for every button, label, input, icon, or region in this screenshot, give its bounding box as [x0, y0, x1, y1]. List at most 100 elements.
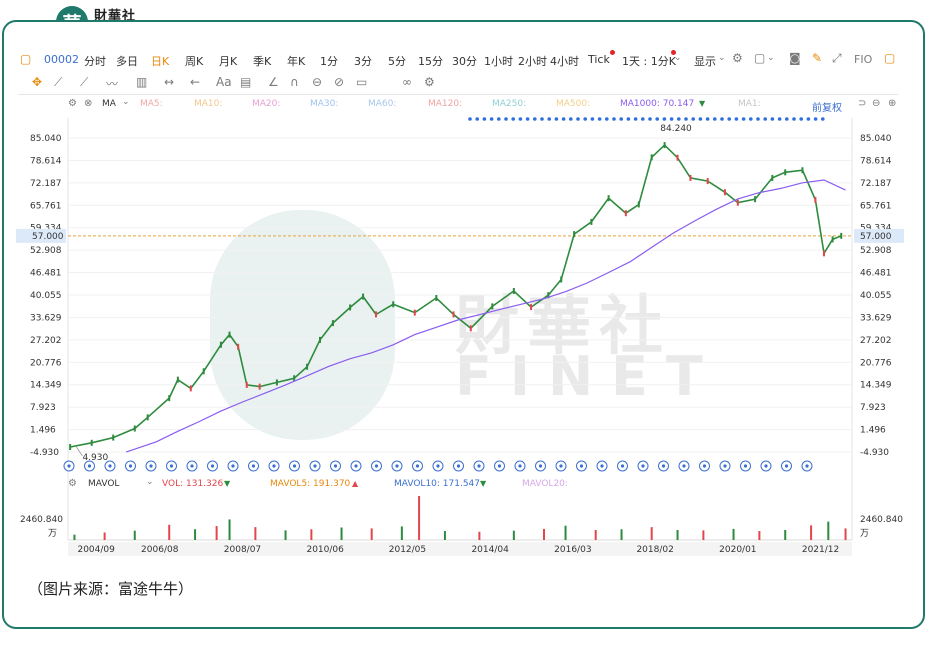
- mavol-label[interactable]: MAVOL: [88, 479, 120, 489]
- y-tick-label-right: 20.776: [860, 358, 892, 368]
- event-marker-dot: [395, 464, 399, 468]
- ma-label[interactable]: MA: [102, 99, 116, 109]
- period-button-1hour[interactable]: 1小时: [484, 55, 513, 68]
- panel-toggle-icon[interactable]: ▢: [884, 51, 896, 65]
- period-button-daily-k[interactable]: 日K: [151, 55, 170, 68]
- ma-settings-icon[interactable]: ⚙: [68, 98, 77, 109]
- price-layer: 57.000 57.000 84.240 4.930: [16, 124, 904, 463]
- custom-period-selector[interactable]: 1天 : 1分K: [622, 55, 676, 68]
- collapse-icon[interactable]: ⊃: [858, 98, 867, 109]
- price-point: [90, 439, 93, 446]
- event-marker-dot: [538, 464, 543, 468]
- magnet-icon[interactable]: ∩: [290, 75, 299, 89]
- text-tool-icon[interactable]: Aa: [216, 75, 232, 89]
- y-tick-label-left: 40.055: [30, 291, 62, 301]
- display-menu[interactable]: 显示: [694, 55, 716, 68]
- adjust-mode-button[interactable]: 前复权: [812, 103, 842, 114]
- event-dot: [662, 117, 667, 121]
- period-button-tick[interactable]: Tick: [588, 53, 610, 66]
- vol-settings-icon[interactable]: ⚙: [68, 478, 77, 489]
- layout-select-icon[interactable]: ▢: [754, 51, 766, 65]
- event-dot: [605, 117, 609, 121]
- volume-bar: [594, 529, 597, 540]
- chevron-down-icon[interactable]: ⌄: [767, 53, 775, 63]
- lock-icon[interactable]: ⊖: [312, 75, 323, 89]
- price-point: [319, 336, 321, 343]
- y-axis-right: 85.040 78.614 72.187 65.761 59.334 52.908 46.4…: [860, 134, 892, 458]
- measure-icon[interactable]: ↔: [164, 75, 175, 89]
- zoom-out-icon[interactable]: ⊖: [872, 98, 881, 109]
- chevron-down-icon[interactable]: ⌄: [718, 53, 726, 63]
- crosshair-icon[interactable]: ✥: [32, 75, 43, 89]
- period-button-4hour[interactable]: 4小时: [550, 55, 579, 68]
- event-dots-row: [468, 117, 825, 121]
- event-dot: [489, 117, 494, 121]
- period-button-monthly-k[interactable]: 月K: [219, 55, 238, 68]
- ma-close-icon[interactable]: ⊗: [84, 98, 93, 109]
- event-dot: [511, 117, 515, 121]
- price-point: [133, 425, 136, 432]
- event-marker-dot: [784, 464, 789, 468]
- comment-icon[interactable]: ▤: [240, 75, 252, 89]
- event-marker-dot: [579, 464, 584, 468]
- hide-icon[interactable]: ⊘: [334, 75, 345, 89]
- period-button-intraday[interactable]: 分时: [84, 55, 106, 68]
- event-dot: [792, 117, 796, 121]
- price-point: [349, 304, 352, 311]
- chevron-down-icon[interactable]: ⌄: [674, 53, 682, 63]
- settings-gear-icon[interactable]: ⚙: [732, 51, 743, 65]
- price-point: [736, 199, 739, 206]
- period-button-1min[interactable]: 1分: [320, 55, 338, 68]
- volume-bar: [370, 528, 373, 540]
- ray-line-icon[interactable]: ⟋: [80, 75, 89, 89]
- event-marker-dot: [108, 464, 112, 468]
- event-marker-dot: [805, 464, 809, 468]
- sidebar-toggle-icon[interactable]: ▢: [20, 52, 32, 66]
- event-dot: [734, 117, 739, 121]
- period-button-30min[interactable]: 30分: [452, 55, 477, 68]
- drawing-settings-icon[interactable]: ⚙: [424, 75, 435, 89]
- pencil-icon[interactable]: ✎: [812, 51, 823, 65]
- fibonacci-icon[interactable]: ▥: [136, 75, 148, 89]
- price-point: [771, 174, 774, 181]
- zoom-in-icon[interactable]: ⊕: [888, 98, 897, 109]
- event-dot: [749, 117, 753, 121]
- chevron-down-icon[interactable]: ⌄: [146, 477, 154, 487]
- period-button-5min[interactable]: 5分: [388, 55, 406, 68]
- period-button-quarterly-k[interactable]: 季K: [253, 55, 272, 68]
- camera-icon[interactable]: ◙: [789, 51, 801, 65]
- volume-max-label-right: 2460.840: [860, 515, 903, 525]
- period-button-weekly-k[interactable]: 周K: [185, 55, 204, 68]
- period-button-2hour[interactable]: 2小时: [518, 55, 547, 68]
- fullscreen-icon[interactable]: ⤢: [832, 51, 842, 65]
- link-icon[interactable]: ∞: [402, 75, 412, 89]
- volume-bar: [168, 524, 171, 540]
- price-point: [228, 331, 231, 338]
- mavol10-value: MAVOL10: 171.547: [394, 479, 481, 489]
- period-button-multiday[interactable]: 多日: [116, 55, 138, 68]
- period-button-15min[interactable]: 15分: [418, 55, 443, 68]
- fio-button[interactable]: FIO: [854, 53, 873, 66]
- price-point: [275, 379, 278, 386]
- event-marker-dot: [292, 464, 297, 468]
- y-tick-label-right: 72.187: [860, 179, 892, 189]
- arrow-left-icon[interactable]: ←: [190, 75, 201, 89]
- wave-icon[interactable]: 〰: [106, 77, 119, 91]
- event-dot: [590, 117, 595, 121]
- period-button-yearly-k[interactable]: 年K: [287, 55, 306, 68]
- volume-bar: [810, 525, 813, 540]
- trash-icon[interactable]: ▭: [356, 75, 368, 89]
- trendline-icon[interactable]: ⟋: [54, 75, 63, 89]
- chevron-down-icon[interactable]: ⌄: [122, 97, 130, 107]
- brand-name-cn: 財華社: [94, 8, 137, 24]
- event-dot: [713, 117, 717, 121]
- x-tick-label: 2012/05: [389, 545, 426, 555]
- current-price-label-right: 57.000: [860, 232, 892, 242]
- period-button-3min[interactable]: 3分: [354, 55, 372, 68]
- price-point: [331, 320, 334, 327]
- price-point: [754, 196, 757, 203]
- angle-icon[interactable]: ∠: [268, 75, 279, 89]
- price-point: [293, 375, 296, 382]
- price-point: [189, 385, 192, 392]
- stock-code[interactable]: 00002: [44, 53, 79, 66]
